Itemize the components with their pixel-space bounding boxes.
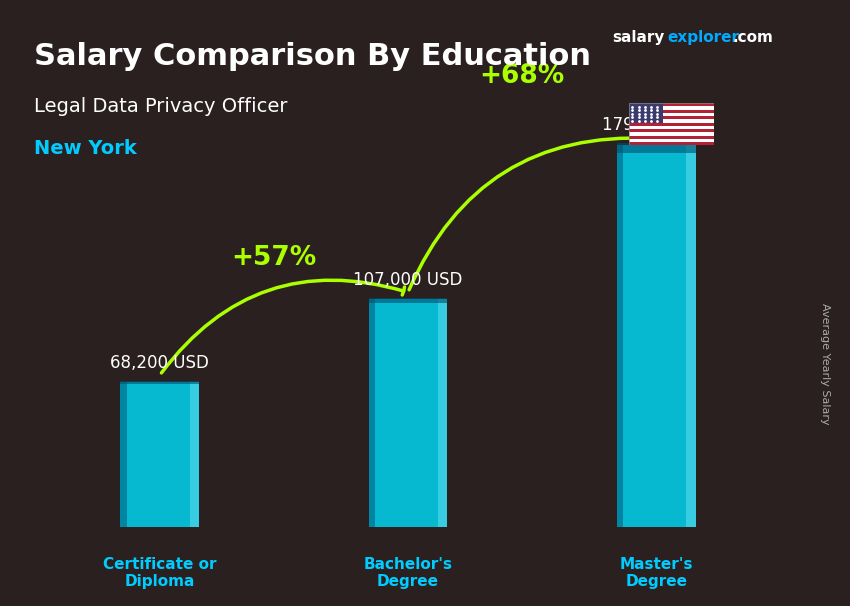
Text: Average Yearly Salary: Average Yearly Salary: [819, 303, 830, 424]
Bar: [121, 381, 199, 384]
Text: +68%: +68%: [479, 63, 564, 89]
Text: 107,000 USD: 107,000 USD: [354, 271, 462, 289]
Bar: [190, 382, 199, 527]
Text: Bachelor's
Degree: Bachelor's Degree: [364, 557, 452, 590]
Text: Master's
Degree: Master's Degree: [620, 557, 693, 590]
Bar: [629, 136, 714, 139]
Bar: [369, 299, 447, 527]
Text: salary: salary: [612, 30, 665, 45]
Text: .com: .com: [733, 30, 774, 45]
Bar: [629, 122, 714, 126]
Bar: [629, 103, 663, 122]
Bar: [629, 132, 714, 136]
Text: 68,200 USD: 68,200 USD: [110, 354, 209, 372]
Bar: [686, 145, 695, 527]
Bar: [629, 126, 714, 129]
Bar: [617, 145, 623, 527]
Text: Salary Comparison By Education: Salary Comparison By Education: [34, 42, 591, 72]
Bar: [617, 143, 695, 153]
Bar: [438, 299, 447, 527]
Bar: [629, 142, 714, 145]
Text: New York: New York: [34, 139, 137, 158]
Bar: [629, 116, 714, 119]
Bar: [629, 106, 714, 110]
Bar: [629, 139, 714, 142]
Text: explorer: explorer: [667, 30, 740, 45]
Text: Certificate or
Diploma: Certificate or Diploma: [103, 557, 217, 590]
Bar: [629, 103, 714, 106]
Bar: [369, 299, 375, 527]
Text: 179,000 USD: 179,000 USD: [602, 116, 711, 135]
Bar: [121, 382, 127, 527]
Bar: [629, 110, 714, 113]
Bar: [121, 382, 199, 527]
Bar: [617, 145, 695, 527]
Bar: [369, 298, 447, 303]
Text: +57%: +57%: [231, 245, 316, 271]
Bar: [629, 129, 714, 132]
Text: Legal Data Privacy Officer: Legal Data Privacy Officer: [34, 97, 287, 116]
Bar: [629, 119, 714, 122]
Bar: [629, 113, 714, 116]
